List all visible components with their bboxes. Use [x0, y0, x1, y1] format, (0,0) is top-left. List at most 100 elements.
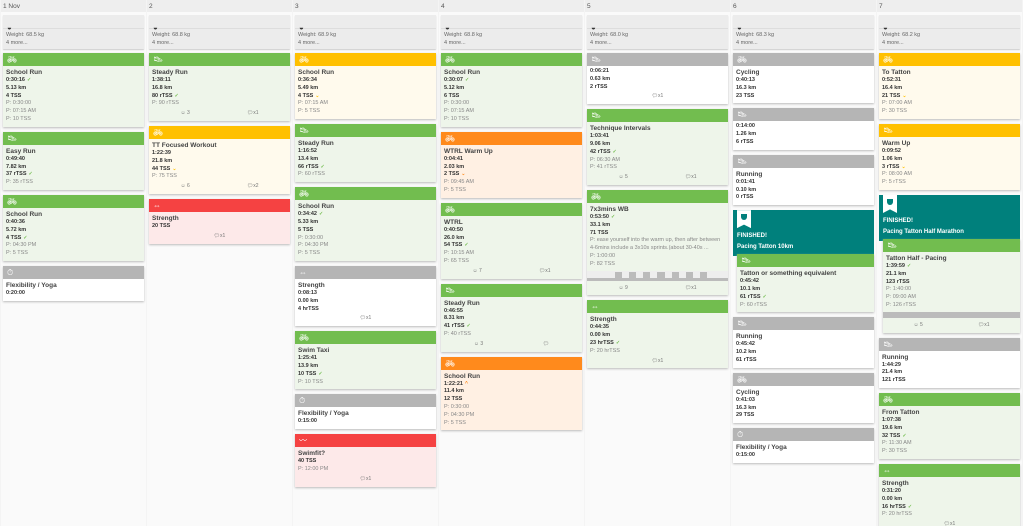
- mood-indicator[interactable]: ☺ 5: [914, 322, 923, 330]
- metrics-card[interactable]: ◒ Weight: 68.2 kg 4 more...: [879, 15, 1020, 49]
- comments-indicator[interactable]: 💬︎x1: [214, 233, 226, 241]
- more-metrics-link[interactable]: 4 more...: [882, 40, 904, 46]
- workout-card[interactable]: 👟︎ Steady Run 1:38:11 16.8 km 80 rTSS ✓ P: 90 …: [149, 53, 290, 121]
- workout-card[interactable]: ⏱︎ Flexibility / Yoga 0:15:00: [733, 428, 874, 463]
- metrics-card[interactable]: ◒ Weight: 68.8 kg 4 more...: [441, 15, 582, 49]
- comments-indicator[interactable]: 💬︎x1: [685, 285, 697, 293]
- workout-card[interactable]: 🚲︎ WTRL Warm Up 0:04:41 2.03 km 2 TSS ⌄ P: 09:…: [441, 131, 582, 198]
- more-metrics-link[interactable]: 4 more...: [152, 40, 174, 46]
- workout-card[interactable]: 👟︎ Tatton or something equivalent 0:45:42 1…: [737, 254, 874, 313]
- workout-stat: 10 TSS ✓: [298, 371, 433, 379]
- workout-card[interactable]: 🚲︎ School Run 0:36:34 5.49 km 4 TSS ⌄ P: 07:15…: [295, 53, 436, 119]
- more-metrics-link[interactable]: 4 more...: [6, 40, 28, 46]
- workout-stat: 3 rTSS ⌄: [882, 164, 1017, 172]
- gauge-icon: ◒: [153, 23, 158, 32]
- day-label: 3: [293, 0, 438, 12]
- more-metrics-link[interactable]: 4 more...: [590, 40, 612, 46]
- workout-body: Steady Run 1:38:11 16.8 km 80 rTSS ✓ P: 90 rT…: [149, 66, 290, 121]
- interval-bar: [622, 277, 630, 281]
- workout-footer: 💬︎x1: [590, 91, 725, 101]
- workout-stat: 2 TSS ⌄: [444, 171, 579, 179]
- workout-card[interactable]: ⇔ Strength 0:44:35 0.00 km 23 hrTSS ✓ P: 20 hr…: [587, 300, 728, 369]
- day-label: 2: [147, 0, 292, 12]
- workout-stat: 61 rTSS ✓: [740, 294, 871, 302]
- more-metrics-link[interactable]: 4 more...: [444, 40, 466, 46]
- workout-header: 👟︎: [733, 108, 874, 122]
- mood-indicator[interactable]: ☺ 9: [619, 285, 628, 293]
- workout-card[interactable]: 🚲︎ School Run 0:34:42 ✓ 5.33 km 5 TSS P: 0:30:…: [295, 187, 436, 261]
- workout-card[interactable]: ⏱︎ Flexibility / Yoga 0:15:00: [295, 394, 436, 430]
- workout-stat: 37 rTSS ✓: [6, 171, 141, 179]
- workout-card[interactable]: 🚲︎ Swim Taxi 1:25:41 13.9 km 10 TSS ✓ P: 10 TS…: [295, 331, 436, 390]
- comments-indicator[interactable]: 💬︎x1: [360, 476, 372, 484]
- mood-indicator[interactable]: ☺ 3: [474, 341, 483, 349]
- more-metrics-link[interactable]: 4 more...: [736, 40, 758, 46]
- workout-card[interactable]: 🚲︎ WTRL 0:40:50 26.0 km 54 TSS ✓ P: 10:15 AM P:…: [441, 202, 582, 279]
- workout-card[interactable]: 🚲︎ School Run 0:30:07 ✓ 5.12 km 6 TSS P: 0:30:…: [441, 53, 582, 127]
- workout-card[interactable]: 👟︎ Running 1:44:29 21.4 km 121 rTSS: [879, 337, 1020, 388]
- comments-indicator[interactable]: 💬︎x1: [247, 110, 259, 118]
- workout-card[interactable]: 👟︎ Running 0:01:41 0.10 km 0 rTSS: [733, 154, 874, 206]
- workout-card[interactable]: ⏱︎ Flexibility / Yoga 0:20:00: [3, 265, 144, 301]
- workout-title: Running: [882, 353, 909, 361]
- workout-card[interactable]: 👟︎ Easy Run 0:49:40 7.82 km 37 rTSS ✓ P: 35 rT…: [3, 131, 144, 190]
- comments-indicator[interactable]: 💬︎x1: [652, 93, 664, 101]
- workout-card[interactable]: 👟︎ Steady Run 0:46:55 8.31 km 41 rTSS ✓ P: 40 …: [441, 283, 582, 352]
- mood-value: 7: [479, 267, 482, 274]
- comments-indicator[interactable]: 💬︎: [543, 341, 549, 349]
- workout-card[interactable]: 👟︎ 0:14:00 1.26 km 6 rTSS: [733, 108, 874, 150]
- workout-stat: 0 rTSS: [736, 194, 871, 202]
- workout-card[interactable]: 🚲︎ Cycling 0:41:03 16.3 km 29 TSS: [733, 372, 874, 424]
- metrics-card[interactable]: ◒ Weight: 68.5 kg 4 more...: [3, 15, 144, 49]
- metrics-card[interactable]: ◒ Weight: 68.3 kg 4 more...: [733, 15, 874, 49]
- workout-header: 👟︎: [295, 123, 436, 137]
- workout-stat: 5 TSS: [298, 227, 433, 235]
- workout-card[interactable]: 🚲︎ School Run 0:40:36 5.72 km 4 TSS ✓ P: 04:30…: [3, 194, 144, 261]
- comments-indicator[interactable]: 💬︎x2: [247, 183, 259, 191]
- bike-icon: 🚲︎: [445, 358, 456, 368]
- event-finished-banner[interactable]: FINISHED! Pacing Tatton 10km: [733, 210, 874, 257]
- comments-indicator[interactable]: 💬︎x1: [360, 315, 372, 323]
- workout-card[interactable]: 👟︎ 0:06:21 0.63 km 2 rTSS 💬︎x1: [587, 53, 728, 105]
- mood-indicator[interactable]: ☺ 6: [181, 183, 190, 191]
- mood-indicator[interactable]: ☺ 3: [181, 110, 190, 118]
- workout-card[interactable]: 🚲︎ School Run 1:22:21 ^ 11.4 km 12 TSS P: 0:30…: [441, 356, 582, 431]
- mood-value: 6: [187, 183, 190, 190]
- comments-indicator[interactable]: 💬︎x1: [652, 358, 664, 366]
- comments-indicator[interactable]: 💬︎x1: [539, 268, 551, 276]
- comments-indicator[interactable]: 💬︎x1: [978, 322, 990, 330]
- workout-card[interactable]: 〰 Swimfit? 40 TSS P: 12:00 PM 💬︎x1: [295, 434, 436, 487]
- mood-indicator[interactable]: ☺ 5: [619, 174, 628, 182]
- mood-value: 3: [187, 110, 190, 117]
- workout-card[interactable]: 🚲︎ To Tatton 0:52:31 16.4 km 21 TSS ⌄ P: 07:00…: [879, 53, 1020, 119]
- metrics-card[interactable]: ◒ Weight: 68.8 kg 4 more...: [149, 15, 290, 49]
- workout-card[interactable]: 👟︎ Technique Intervals 1:03:41 9.06 km 42 rT…: [587, 109, 728, 185]
- workout-card[interactable]: 🚲︎ From Tatton 1:07:38 19.6 km 32 TSS ✓ P: 11:…: [879, 392, 1020, 459]
- compliance-icon: ⌄: [315, 92, 320, 99]
- workout-card[interactable]: 🚲︎ TT Focused Workout 1:22:39 21.8 km 44 TSS…: [149, 125, 290, 194]
- more-metrics-link[interactable]: 4 more...: [298, 40, 320, 46]
- comments-indicator[interactable]: 💬︎x1: [944, 521, 956, 526]
- metrics-card[interactable]: ◒ Weight: 68.0 kg 4 more...: [587, 15, 728, 49]
- workout-card[interactable]: 🚲︎ Cycling 0:40:13 16.3 km 23 TSS: [733, 53, 874, 104]
- workout-card[interactable]: ⇔ Strength 0:31:20 0.00 km 16 hrTSS ✓ P: 20 hr…: [879, 463, 1020, 526]
- workout-card[interactable]: 👟︎ Tatton Half - Pacing 1:39:59 ✓ 21.1 km 123…: [883, 238, 1020, 333]
- mood-indicator[interactable]: ☺ 7: [473, 268, 482, 276]
- day-label: 5: [585, 0, 730, 12]
- event-finished-banner[interactable]: FINISHED! Pacing Tatton Half Marathon: [879, 194, 1020, 241]
- workout-card[interactable]: 🚲︎ School Run 0:30:16 ✓ 5.13 km 4 TSS P: 0:30:…: [3, 53, 144, 127]
- workout-stat: 0:30:07 ✓: [444, 77, 579, 85]
- comments-indicator[interactable]: 💬︎x1: [685, 174, 697, 182]
- planned-value: P: 5 rTSS: [882, 179, 906, 186]
- workout-card[interactable]: 🚲︎ 7x3mins WB 0:53:50 ✓ 33.1 km 71 TSS P: ease…: [587, 189, 728, 296]
- stat-value: 12 TSS: [444, 396, 463, 403]
- workout-card[interactable]: 👟︎ Running 0:45:42 10.2 km 61 rTSS: [733, 317, 874, 368]
- workout-card[interactable]: 👟︎ Steady Run 1:16:52 13.4 km 66 rTSS ✓ P: 60 …: [295, 123, 436, 183]
- workout-card[interactable]: ⇔ Strength 0:08:13 0.00 km 4 hrTSS 💬︎x1: [295, 265, 436, 327]
- workout-card[interactable]: 👟︎ Warm Up 0:09:52 1.06 km 3 rTSS ⌄ P: 08:00 A…: [879, 123, 1020, 190]
- workout-card[interactable]: ⇔ Strength 20 TSS 💬︎x1: [149, 198, 290, 244]
- metrics-card[interactable]: ◒ Weight: 68.9 kg 4 more...: [295, 15, 436, 49]
- workout-header: 👟︎: [733, 317, 874, 331]
- planned-value: P: 40 rTSS: [444, 330, 471, 337]
